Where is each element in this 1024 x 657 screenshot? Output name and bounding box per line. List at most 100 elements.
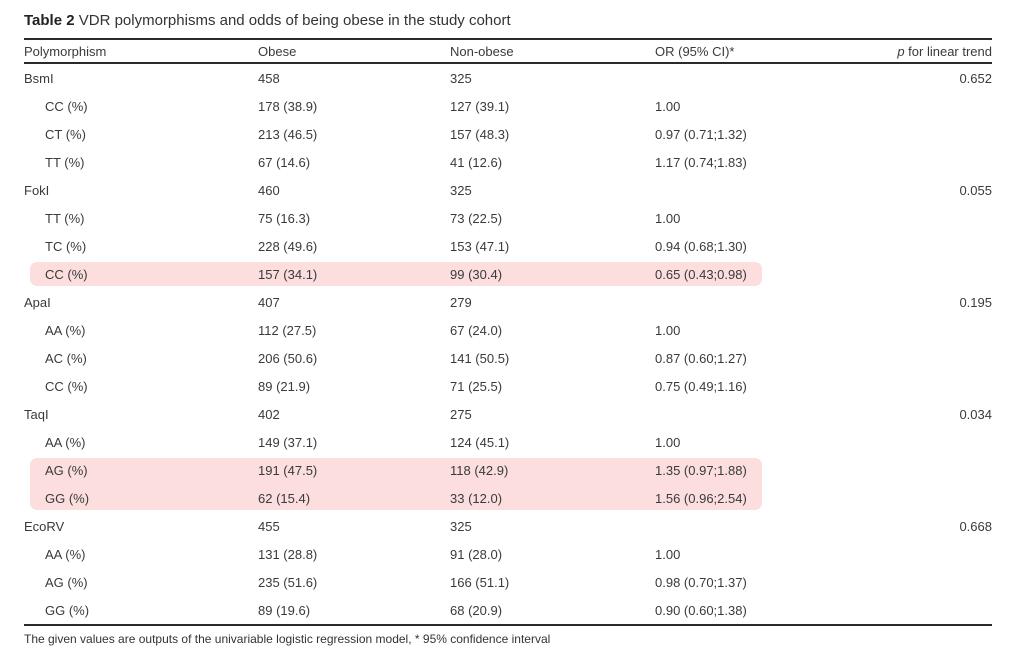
- cell-nonobese: 33 (12.0): [450, 490, 503, 506]
- cell-obese: 458: [258, 70, 280, 86]
- table-row: FokI 460 325 0.055: [24, 176, 992, 204]
- cell-or: 1.00: [655, 322, 681, 338]
- cell-or: 1.00: [655, 98, 681, 114]
- column-header-polymorphism: Polymorphism: [24, 43, 107, 59]
- table-row: AA (%) 131 (28.8) 91 (28.0) 1.00: [24, 540, 992, 568]
- cell-obese: 131 (28.8): [258, 546, 318, 562]
- data-table: Polymorphism Obese Non-obese OR (95% CI)…: [24, 38, 992, 626]
- table-row: TT (%) 67 (14.6) 41 (12.6) 1.17 (0.74;1.…: [24, 148, 992, 176]
- cell-nonobese: 73 (22.5): [450, 210, 503, 226]
- table-row: CT (%) 213 (46.5) 157 (48.3) 0.97 (0.71;…: [24, 120, 992, 148]
- table-body: BsmI 458 325 0.652 CC (%) 178 (38.9) 127…: [24, 64, 992, 626]
- cell-nonobese: 118 (42.9): [450, 462, 509, 478]
- cell-polymorphism: TT (%): [45, 210, 85, 226]
- cell-polymorphism: TT (%): [45, 154, 85, 170]
- cell-polymorphism: CC (%): [45, 378, 88, 394]
- cell-nonobese: 67 (24.0): [450, 322, 503, 338]
- table-row: EcoRV 455 325 0.668: [24, 512, 992, 540]
- cell-polymorphism: AA (%): [45, 434, 86, 450]
- table-row: AG (%) 191 (47.5) 118 (42.9) 1.35 (0.97;…: [24, 456, 992, 484]
- cell-obese: 149 (37.1): [258, 434, 318, 450]
- table-row: AA (%) 149 (37.1) 124 (45.1) 1.00: [24, 428, 992, 456]
- cell-obese: 455: [258, 518, 280, 534]
- cell-or: 1.56 (0.96;2.54): [655, 490, 747, 506]
- cell-or: 1.00: [655, 210, 681, 226]
- cell-nonobese: 91 (28.0): [450, 546, 503, 562]
- cell-nonobese: 325: [450, 70, 472, 86]
- table-row: AA (%) 112 (27.5) 67 (24.0) 1.00: [24, 316, 992, 344]
- cell-or: 0.98 (0.70;1.37): [655, 574, 747, 590]
- cell-polymorphism: CT (%): [45, 126, 86, 142]
- cell-polymorphism: AA (%): [45, 322, 86, 338]
- cell-obese: 402: [258, 406, 280, 422]
- cell-or: 0.94 (0.68;1.30): [655, 238, 747, 254]
- cell-nonobese: 124 (45.1): [450, 434, 510, 450]
- cell-obese: 407: [258, 294, 280, 310]
- cell-p-trend: 0.652: [959, 70, 992, 86]
- table-header-row: Polymorphism Obese Non-obese OR (95% CI)…: [24, 38, 992, 64]
- cell-or: 0.65 (0.43;0.98): [655, 266, 747, 282]
- table-row: AC (%) 206 (50.6) 141 (50.5) 0.87 (0.60;…: [24, 344, 992, 372]
- cell-polymorphism: AG (%): [45, 462, 88, 478]
- p-symbol: p: [897, 43, 905, 59]
- column-header-nonobese: Non-obese: [450, 43, 514, 59]
- cell-nonobese: 157 (48.3): [450, 126, 510, 142]
- cell-nonobese: 325: [450, 182, 472, 198]
- cell-polymorphism: GG (%): [45, 490, 90, 506]
- cell-nonobese: 141 (50.5): [450, 350, 510, 366]
- cell-obese: 235 (51.6): [258, 574, 318, 590]
- cell-polymorphism: EcoRV: [24, 518, 65, 534]
- cell-nonobese: 153 (47.1): [450, 238, 510, 254]
- row-highlight: [30, 262, 762, 286]
- cell-obese: 191 (47.5): [258, 462, 318, 478]
- cell-or: 0.90 (0.60;1.38): [655, 602, 747, 618]
- table-row: BsmI 458 325 0.652: [24, 64, 992, 92]
- cell-polymorphism: CC (%): [45, 98, 88, 114]
- cell-or: 0.87 (0.60;1.27): [655, 350, 747, 366]
- cell-nonobese: 71 (25.5): [450, 378, 503, 394]
- cell-obese: 75 (16.3): [258, 210, 311, 226]
- cell-p-trend: 0.055: [959, 182, 992, 198]
- cell-polymorphism: BsmI: [24, 70, 54, 86]
- cell-polymorphism: AC (%): [45, 350, 87, 366]
- cell-or: 1.35 (0.97;1.88): [655, 462, 747, 478]
- cell-obese: 460: [258, 182, 280, 198]
- table-row: CC (%) 157 (34.1) 99 (30.4) 0.65 (0.43;0…: [24, 260, 992, 288]
- column-header-or: OR (95% CI)*: [655, 43, 735, 59]
- table-row: TT (%) 75 (16.3) 73 (22.5) 1.00: [24, 204, 992, 232]
- cell-p-trend: 0.034: [959, 406, 992, 422]
- cell-polymorphism: ApaI: [24, 294, 51, 310]
- table-row: TC (%) 228 (49.6) 153 (47.1) 0.94 (0.68;…: [24, 232, 992, 260]
- table-row: GG (%) 89 (19.6) 68 (20.9) 0.90 (0.60;1.…: [24, 596, 992, 624]
- cell-or: 1.00: [655, 434, 681, 450]
- cell-polymorphism: AA (%): [45, 546, 86, 562]
- cell-polymorphism: GG (%): [45, 602, 90, 618]
- cell-nonobese: 325: [450, 518, 472, 534]
- cell-obese: 112 (27.5): [258, 322, 317, 338]
- table-row: CC (%) 178 (38.9) 127 (39.1) 1.00: [24, 92, 992, 120]
- cell-obese: 178 (38.9): [258, 98, 318, 114]
- table-row: CC (%) 89 (21.9) 71 (25.5) 0.75 (0.49;1.…: [24, 372, 992, 400]
- cell-polymorphism: CC (%): [45, 266, 88, 282]
- column-header-obese: Obese: [258, 43, 297, 59]
- cell-obese: 213 (46.5): [258, 126, 318, 142]
- cell-polymorphism: TC (%): [45, 238, 87, 254]
- cell-or: 0.75 (0.49;1.16): [655, 378, 747, 394]
- cell-polymorphism: FokI: [24, 182, 50, 198]
- cell-or: 1.00: [655, 546, 681, 562]
- cell-obese: 67 (14.6): [258, 154, 311, 170]
- table-row: AG (%) 235 (51.6) 166 (51.1) 0.98 (0.70;…: [24, 568, 992, 596]
- row-highlight: [30, 484, 762, 510]
- cell-nonobese: 279: [450, 294, 472, 310]
- row-highlight: [30, 458, 762, 484]
- cell-nonobese: 99 (30.4): [450, 266, 503, 282]
- cell-nonobese: 68 (20.9): [450, 602, 503, 618]
- cell-or: 1.17 (0.74;1.83): [655, 154, 747, 170]
- table-row: ApaI 407 279 0.195: [24, 288, 992, 316]
- cell-nonobese: 275: [450, 406, 472, 422]
- cell-nonobese: 41 (12.6): [450, 154, 503, 170]
- table-title: Table 2 VDR polymorphisms and odds of be…: [24, 9, 992, 38]
- cell-obese: 89 (19.6): [258, 602, 311, 618]
- table-title-label: Table 2: [24, 12, 75, 29]
